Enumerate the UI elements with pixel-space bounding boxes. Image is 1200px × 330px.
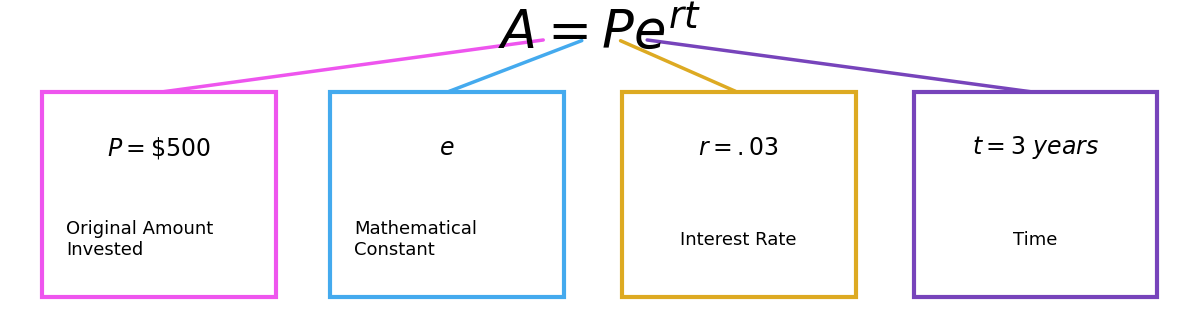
- Text: $e$: $e$: [439, 136, 455, 160]
- Text: $P = \$500$: $P = \$500$: [107, 135, 211, 161]
- Text: Time: Time: [1014, 231, 1057, 249]
- Text: Interest Rate: Interest Rate: [680, 231, 797, 249]
- Text: $A = Pe^{rt}$: $A = Pe^{rt}$: [498, 7, 702, 59]
- FancyBboxPatch shape: [42, 92, 276, 297]
- FancyBboxPatch shape: [330, 92, 564, 297]
- FancyBboxPatch shape: [914, 92, 1157, 297]
- Text: Mathematical
Constant: Mathematical Constant: [354, 220, 478, 259]
- Text: Original Amount
Invested: Original Amount Invested: [66, 220, 214, 259]
- Text: $t = 3\ \mathit{years}$: $t = 3\ \mathit{years}$: [972, 134, 1099, 161]
- FancyBboxPatch shape: [622, 92, 856, 297]
- Text: $r = .03$: $r = .03$: [698, 136, 779, 160]
